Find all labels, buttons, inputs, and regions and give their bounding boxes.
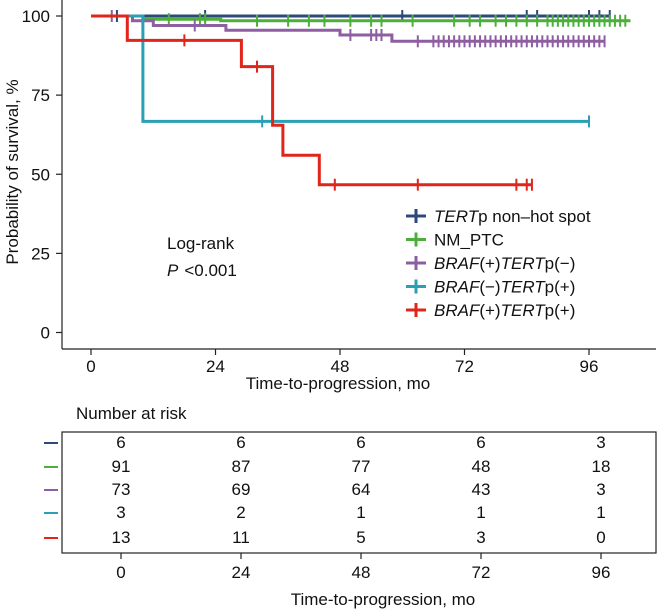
y-tick-label: 0: [41, 324, 50, 343]
legend-item: BRAF(+)TERTp(−): [406, 254, 575, 273]
risk-count: 3: [116, 503, 125, 522]
x-tick-label: 72: [455, 357, 474, 376]
y-tick-label: 100: [22, 7, 50, 26]
y-axis-label: Probability of survival, %: [3, 79, 22, 264]
risk-count: 43: [472, 480, 491, 499]
legend-label: NM_PTC: [434, 231, 504, 250]
legend: TERTp non–hot spot NM_PTC BRAF(+)TERTp(−) B…: [406, 207, 591, 320]
risk-count: 48: [472, 457, 491, 476]
risk-table-xlabel: Time-to-progression, mo: [291, 590, 476, 609]
series-line: [91, 14, 532, 187]
series-5: [91, 14, 533, 191]
series-line: [91, 14, 605, 43]
risk-count: 3: [596, 433, 605, 452]
x-axis-label: Time-to-progression, mo: [246, 374, 431, 393]
annotation-line1: Log-rank: [167, 234, 235, 253]
y-axis: Probability of survival, % 0 25 50 75 100: [3, 7, 62, 343]
risk-x-tick-label: 48: [352, 563, 371, 582]
plot-area: [61, 0, 656, 350]
x-tick-label: 24: [206, 357, 225, 376]
risk-count: 11: [232, 528, 250, 547]
risk-table-title: Number at risk: [76, 404, 187, 423]
risk-count: 1: [596, 503, 605, 522]
legend-item: NM_PTC: [406, 231, 504, 250]
y-tick-label: 25: [31, 244, 50, 263]
legend-item: BRAF(−)TERTp(+): [406, 278, 575, 297]
x-tick-label: 0: [86, 357, 95, 376]
risk-count: 5: [356, 528, 365, 547]
legend-label: BRAF(+)TERTp(−): [434, 254, 575, 273]
risk-x-tick-label: 24: [232, 563, 251, 582]
risk-x-tick-label: 96: [592, 563, 611, 582]
risk-count: 1: [356, 503, 365, 522]
legend-label: TERTp non–hot spot: [434, 207, 591, 226]
risk-count: 77: [352, 457, 371, 476]
risk-count: 13: [112, 528, 131, 547]
y-tick-label: 75: [31, 86, 50, 105]
log-rank-annotation: Log-rank P <0.001: [167, 234, 237, 280]
survival-curves: [91, 10, 631, 191]
risk-count: 6: [356, 433, 365, 452]
x-axis: Time-to-progression, mo 0 24 48 72 96: [86, 349, 598, 393]
legend-item: TERTp non–hot spot: [406, 207, 591, 226]
risk-count: 87: [232, 457, 251, 476]
risk-x-tick-label: 0: [116, 563, 125, 582]
p-value: <0.001: [184, 261, 236, 280]
annotation-pvalue: P <0.001: [167, 261, 237, 280]
risk-count: 2: [236, 503, 245, 522]
risk-count: 6: [476, 433, 485, 452]
p-label: P: [167, 261, 179, 280]
risk-count: 3: [476, 528, 485, 547]
risk-table-frame: [61, 431, 657, 554]
risk-count: 18: [592, 457, 611, 476]
risk-count: 3: [596, 480, 605, 499]
risk-count: 64: [352, 480, 371, 499]
x-tick-label: 48: [331, 357, 350, 376]
series-3: [91, 10, 606, 48]
legend-label: BRAF(+)TERTp(+): [434, 301, 575, 320]
x-tick-label: 96: [580, 357, 599, 376]
risk-count: 69: [232, 480, 251, 499]
risk-count: 91: [112, 457, 131, 476]
risk-count: 73: [112, 480, 131, 499]
risk-x-tick-label: 72: [472, 563, 491, 582]
legend-label: BRAF(−)TERTp(+): [434, 278, 575, 297]
legend-item: BRAF(+)TERTp(+): [406, 301, 575, 320]
risk-count: 0: [596, 528, 605, 547]
risk-count: 6: [236, 433, 245, 452]
y-tick-label: 50: [31, 165, 50, 184]
risk-table: Number at risk Time-to-progression, mo 6…: [44, 404, 657, 609]
risk-count: 6: [116, 433, 125, 452]
risk-count: 1: [476, 503, 485, 522]
